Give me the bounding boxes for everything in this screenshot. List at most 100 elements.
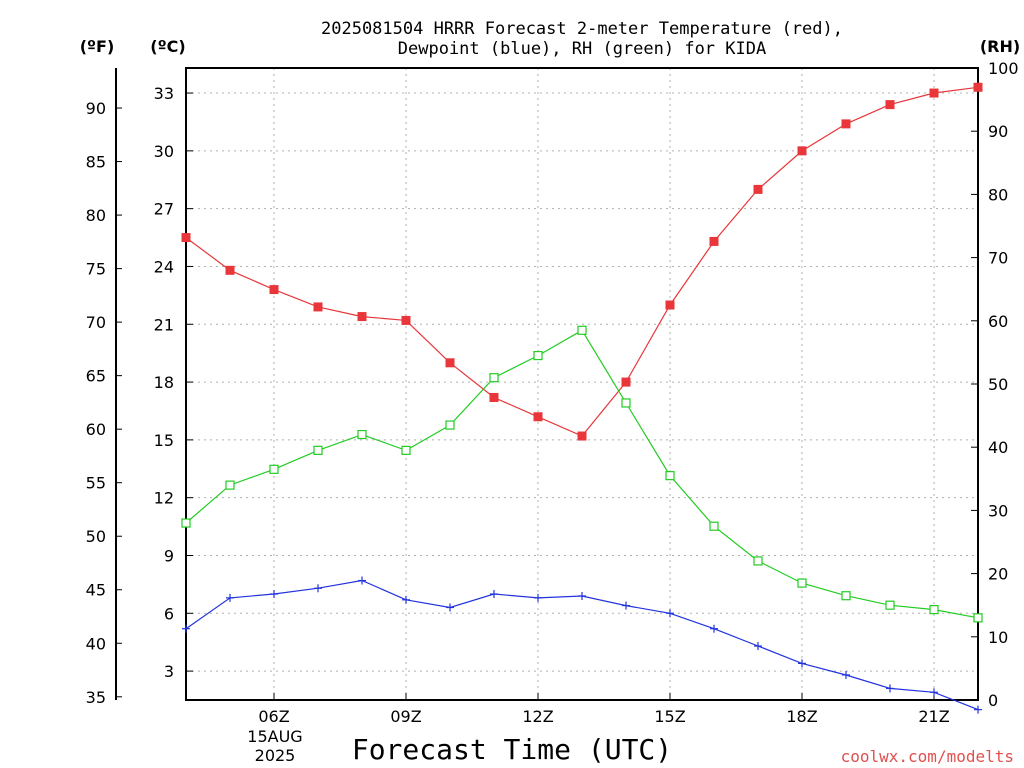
fahrenheit-tick-label: 80	[86, 206, 106, 225]
fahrenheit-tick-label: 65	[86, 367, 106, 386]
credit-text: coolwx.com/modelts	[841, 747, 1014, 766]
data-point	[489, 373, 499, 383]
rh-tick-label: 70	[988, 249, 1008, 268]
data-point	[401, 315, 411, 325]
data-point	[357, 312, 367, 322]
data-point	[358, 576, 366, 585]
data-point	[490, 590, 498, 599]
data-point	[841, 591, 851, 601]
x-date-label-line2: 2025	[255, 746, 296, 765]
data-point	[182, 624, 190, 633]
data-point	[270, 590, 278, 599]
fahrenheit-tick-label: 85	[86, 153, 106, 172]
data-point	[402, 595, 410, 604]
chart-title-line1: 2025081504 HRRR Forecast 2-meter Tempera…	[321, 19, 843, 39]
celsius-tick-label: 3	[164, 662, 174, 681]
data-point	[842, 670, 850, 679]
celsius-tick-label: 30	[154, 142, 174, 161]
x-tick-label: 09Z	[390, 707, 421, 726]
data-point	[929, 88, 939, 98]
series-rh	[181, 325, 983, 623]
rh-tick-label: 20	[988, 565, 1008, 584]
data-point	[753, 184, 763, 194]
fahrenheit-tick-label: 90	[86, 99, 106, 118]
data-point	[929, 605, 939, 615]
data-point	[709, 236, 719, 246]
fahrenheit-tick-label: 40	[86, 634, 106, 653]
celsius-tick-label: 15	[154, 431, 174, 450]
celsius-tick-label: 21	[154, 315, 174, 334]
rh-tick-label: 90	[988, 122, 1008, 141]
grid-lines	[186, 68, 978, 700]
rh-tick-label: 0	[988, 691, 998, 710]
fahrenheit-tick-label: 60	[86, 420, 106, 439]
rh-tick-label: 10	[988, 628, 1008, 647]
data-point	[666, 609, 674, 618]
data-point	[709, 521, 719, 531]
data-point	[577, 325, 587, 335]
data-point	[754, 642, 762, 651]
fahrenheit-tick-label: 75	[86, 260, 106, 279]
data-point	[710, 624, 718, 633]
data-point	[313, 302, 323, 312]
data-point	[665, 300, 675, 310]
fahrenheit-tick-label: 35	[86, 688, 106, 707]
series-2-meter-temperature	[181, 82, 983, 441]
data-point	[314, 584, 322, 593]
celsius-tick-label: 9	[164, 546, 174, 565]
fahrenheit-tick-label: 55	[86, 474, 106, 493]
rh-tick-label: 60	[988, 312, 1008, 331]
data-point	[445, 420, 455, 430]
series-line	[185, 86, 979, 437]
data-point	[622, 601, 630, 610]
data-point	[885, 600, 895, 610]
celsius-tick-label: 12	[154, 489, 174, 508]
x-axis-label: Forecast Time (UTC)	[352, 733, 672, 766]
data-point	[445, 358, 455, 368]
celsius-tick-label: 27	[154, 200, 174, 219]
fahrenheit-unit-label: (ºF)	[80, 37, 115, 56]
data-point	[269, 285, 279, 295]
data-point	[577, 431, 587, 441]
data-point	[974, 705, 982, 714]
rh-tick-label: 50	[988, 375, 1008, 394]
series-layer	[181, 82, 983, 714]
data-point	[797, 146, 807, 156]
data-point	[401, 445, 411, 455]
data-point	[578, 591, 586, 600]
celsius-tick-label: 24	[154, 257, 174, 276]
celsius-tick-label: 18	[154, 373, 174, 392]
data-point	[798, 659, 806, 668]
x-tick-label: 18Z	[786, 707, 817, 726]
x-tick-label: 06Z	[258, 707, 289, 726]
data-point	[181, 233, 191, 243]
data-point	[225, 480, 235, 490]
fahrenheit-tick-label: 45	[86, 581, 106, 600]
axes: 3 6 9 12 15 18 21 24 27 30 33 35 40 45 50 55 60 65 70 75 80 8…	[86, 59, 1019, 726]
plot-frame	[185, 67, 979, 701]
data-point	[533, 412, 543, 422]
data-point	[534, 593, 542, 602]
rh-tick-label: 40	[988, 438, 1008, 457]
data-point	[665, 471, 675, 481]
data-point	[313, 445, 323, 455]
rh-unit-label: (RH)	[980, 37, 1020, 56]
data-point	[489, 392, 499, 402]
data-point	[973, 613, 983, 623]
data-point	[357, 429, 367, 440]
data-point	[446, 603, 454, 612]
data-point	[930, 688, 938, 697]
celsius-tick-label: 6	[164, 604, 174, 623]
rh-tick-label: 80	[988, 185, 1008, 204]
data-point	[269, 464, 279, 474]
fahrenheit-tick-label: 70	[86, 313, 106, 332]
rh-tick-label: 30	[988, 501, 1008, 520]
x-date-label-line1: 15AUG	[247, 727, 302, 746]
data-point	[797, 578, 807, 588]
celsius-unit-label: (ºC)	[150, 37, 185, 56]
data-point	[621, 377, 631, 387]
data-point	[885, 100, 895, 110]
x-tick-label: 15Z	[654, 707, 685, 726]
data-point	[753, 556, 763, 566]
